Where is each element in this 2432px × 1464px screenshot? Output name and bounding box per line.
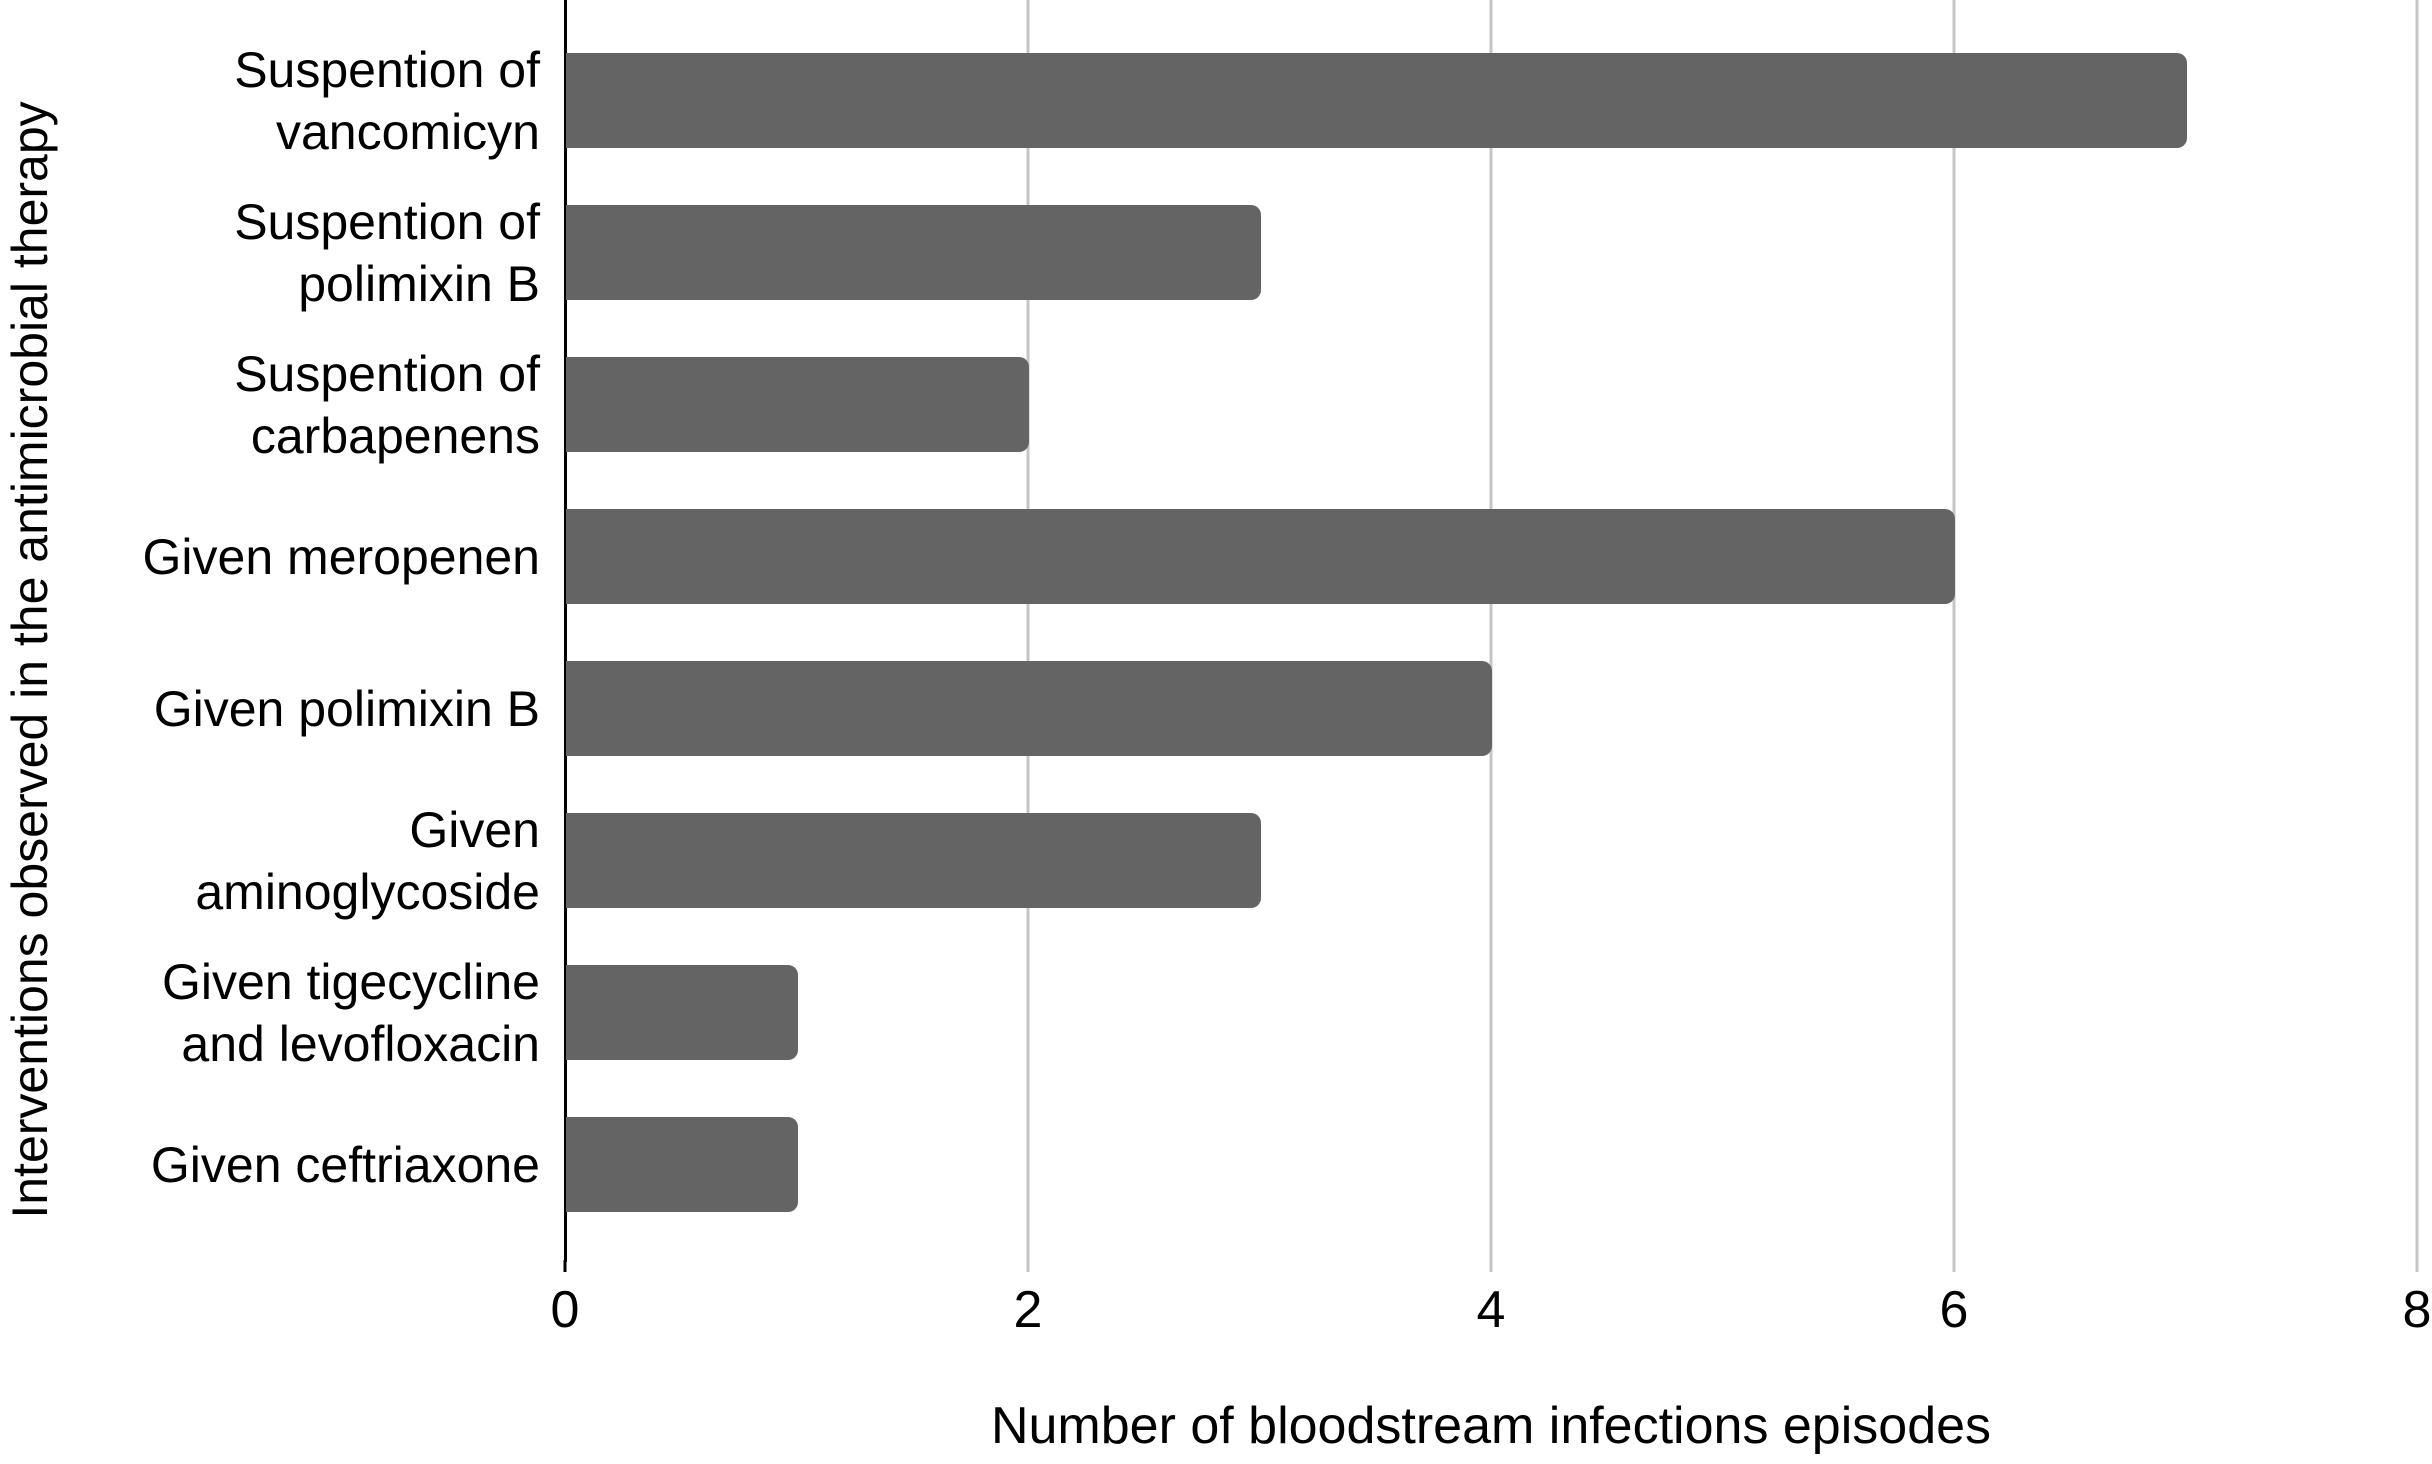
plot-area: 0 2 4 6 8	[551, 0, 2431, 1336]
category-label-3: Given meropenen	[142, 528, 540, 585]
gridline-x-6	[1952, 0, 1956, 1260]
bar-0	[566, 53, 2187, 148]
y-axis-line	[564, 0, 567, 1262]
x-tick-label-6: 6	[1939, 1281, 1969, 1339]
gridline-x-2	[1026, 0, 1030, 1260]
bar-2	[566, 357, 1029, 452]
gridline-x-4	[1489, 0, 1493, 1260]
x-axis-title: Number of bloodstream infections episode…	[990, 1397, 1992, 1455]
category-label-5: Given aminoglycoside	[195, 801, 540, 920]
x-tick-mark	[2415, 1260, 2419, 1272]
category-label-1: Suspention of polimixin B	[234, 193, 540, 312]
bar-7	[566, 1117, 798, 1212]
x-tick-label-8: 8	[2402, 1281, 2432, 1339]
bar-1	[566, 205, 1261, 300]
category-label-0: Suspention of vancomicyn	[234, 41, 540, 160]
category-label-6: Given tigecycline and levofloxacin	[162, 953, 540, 1072]
category-label-4: Given polimixin B	[153, 680, 540, 737]
x-tick-label-4: 4	[1476, 1281, 1506, 1339]
x-tick-mark	[1489, 1260, 1493, 1272]
category-axis: Suspention of vancomicyn Suspention of po…	[0, 0, 540, 1260]
x-tick-label-2: 2	[1013, 1281, 1043, 1339]
bar-5	[566, 813, 1261, 908]
category-label-7: Given ceftriaxone	[150, 1136, 540, 1193]
bar-4	[566, 661, 1492, 756]
x-tick-mark	[1026, 1260, 1030, 1272]
x-tick-label-0: 0	[550, 1281, 580, 1339]
x-tick-mark	[1952, 1260, 1956, 1272]
category-label-2: Suspention of carbapenens	[234, 345, 540, 464]
bar-3	[566, 509, 1955, 604]
x-tick-mark	[563, 1260, 567, 1272]
bar-6	[566, 965, 798, 1060]
gridline-x-8	[2415, 0, 2419, 1260]
